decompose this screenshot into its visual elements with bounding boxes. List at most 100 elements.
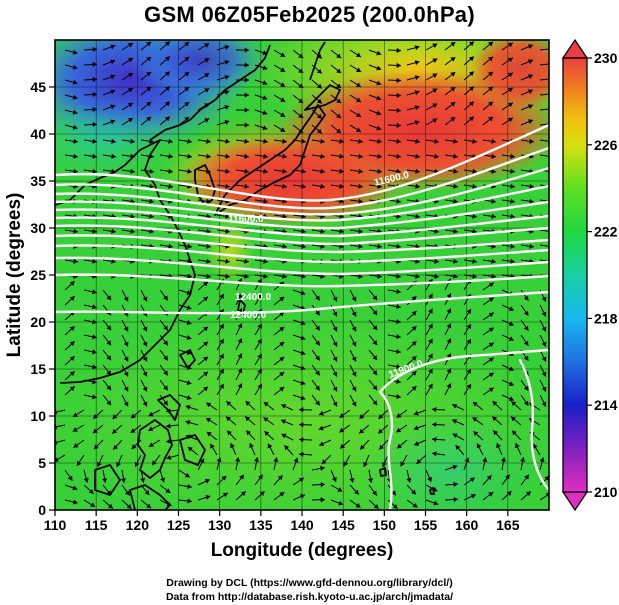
wind-arrow-head — [453, 153, 458, 159]
wind-arrow — [539, 123, 549, 126]
wind-arrow-head — [434, 228, 439, 234]
wind-arrow-head — [187, 153, 192, 159]
wind-arrow-head — [488, 56, 494, 62]
wind-arrow-head — [315, 310, 320, 316]
wind-arrow-head — [281, 404, 287, 409]
wind-arrow-head — [263, 402, 269, 407]
wind-arrow-head — [468, 41, 474, 47]
wind-arrow-head — [164, 116, 170, 122]
wind-arrow-head — [146, 41, 152, 47]
wind-arrow-head — [204, 88, 210, 93]
wind-arrow-head — [263, 198, 268, 204]
wind-arrow-head — [446, 338, 452, 344]
wind-arrow-head — [372, 385, 378, 391]
wind-arrow-head — [280, 67, 286, 72]
wind-arrow-head — [263, 417, 269, 423]
wind-arrow-head — [203, 356, 209, 362]
wind-arrow-head — [300, 395, 306, 401]
wind-arrow-head — [320, 482, 325, 488]
wind-arrow-head — [355, 52, 361, 57]
wind-arrow-head — [491, 258, 496, 264]
wind-arrow-head — [244, 47, 249, 53]
wind-arrow-head — [450, 87, 456, 92]
wind-arrow-head — [411, 386, 417, 391]
x-tick-label: 110 — [44, 517, 67, 533]
wind-arrow-head — [72, 499, 78, 505]
wind-arrow-head — [332, 311, 338, 317]
wind-arrow-head — [315, 340, 320, 346]
wind-arrow-head — [377, 183, 382, 189]
wind-arrow-head — [203, 341, 209, 347]
wind-arrow-head — [428, 323, 433, 329]
wind-arrow-head — [336, 113, 342, 119]
wind-arrow-head — [396, 198, 401, 204]
wind-arrow-head — [73, 443, 79, 448]
wind-arrow — [539, 493, 549, 501]
wind-arrow — [55, 439, 66, 444]
wind-arrow-head — [446, 383, 452, 389]
wind-arrow-head — [523, 325, 529, 331]
wind-arrow-head — [301, 168, 306, 174]
wind-arrow-head — [203, 296, 209, 302]
wind-arrow-head — [392, 503, 398, 509]
x-axis-label: Longitude (degrees) — [211, 540, 394, 561]
wind-arrow-head — [146, 86, 152, 92]
wind-arrow-head — [541, 386, 547, 392]
wind-arrow-head — [142, 326, 148, 332]
wind-arrow-head — [263, 258, 268, 264]
wind-arrow-head — [396, 288, 401, 295]
wind-arrow-head — [412, 502, 418, 508]
wind-arrow-head — [185, 420, 191, 426]
wind-arrow-head — [237, 323, 243, 329]
wind-arrow-head — [184, 472, 190, 478]
wind-arrow-head — [453, 496, 458, 503]
wind-arrow-head — [244, 258, 249, 264]
wind-arrow-head — [279, 356, 285, 362]
wind-arrow-head — [508, 306, 514, 311]
wind-arrow-head — [493, 430, 499, 436]
wind-arrow-head — [279, 386, 285, 392]
wind-arrow-head — [106, 385, 112, 391]
wind-arrow-head — [300, 305, 306, 311]
wind-arrow-head — [142, 296, 148, 302]
wind-arrow-head — [332, 371, 338, 377]
wind-arrow-head — [107, 503, 113, 509]
wind-arrow-head — [507, 72, 513, 78]
y-tick-label: 20 — [30, 314, 46, 330]
wind-arrow-head — [432, 451, 437, 457]
wind-arrow-head — [472, 138, 477, 144]
wind-arrow-head — [203, 371, 209, 377]
wind-arrow-head — [224, 59, 230, 65]
wind-arrow-head — [146, 56, 152, 62]
wind-arrow-head — [92, 106, 97, 113]
x-tick-label: 135 — [249, 517, 273, 533]
wind-arrow-head — [225, 183, 230, 189]
wind-arrow-head — [142, 386, 148, 392]
wind-arrow-head — [510, 213, 515, 219]
wind-arrow-head — [351, 296, 357, 302]
x-tick-label: 165 — [496, 517, 520, 533]
wind-arrow-head — [415, 258, 420, 264]
wind-arrow-head — [541, 356, 547, 362]
wind-arrow-head — [432, 436, 437, 443]
height-contour-line — [55, 184, 549, 222]
wind-arrow-head — [112, 428, 118, 434]
wind-arrow-head — [88, 488, 94, 494]
wind-arrow-head — [400, 461, 406, 467]
x-tick-label: 140 — [290, 517, 314, 533]
wind-arrow-head — [237, 293, 243, 299]
wind-arrow-head — [123, 371, 129, 377]
coastlines — [55, 41, 435, 510]
wind-arrow-head — [432, 88, 438, 93]
wind-arrow-head — [396, 333, 401, 340]
wind-arrow-head — [168, 153, 173, 159]
wind-arrow-head — [338, 500, 344, 506]
wind-arrow-head — [164, 41, 170, 47]
wind-arrow-head — [130, 168, 135, 174]
wind-arrow-head — [280, 112, 286, 117]
wind-arrow-head — [140, 478, 146, 483]
wind-arrow-head — [279, 492, 285, 497]
wind-arrow-head — [184, 116, 190, 122]
wind-arrow-head — [318, 410, 324, 416]
wind-arrow-head — [245, 416, 251, 422]
